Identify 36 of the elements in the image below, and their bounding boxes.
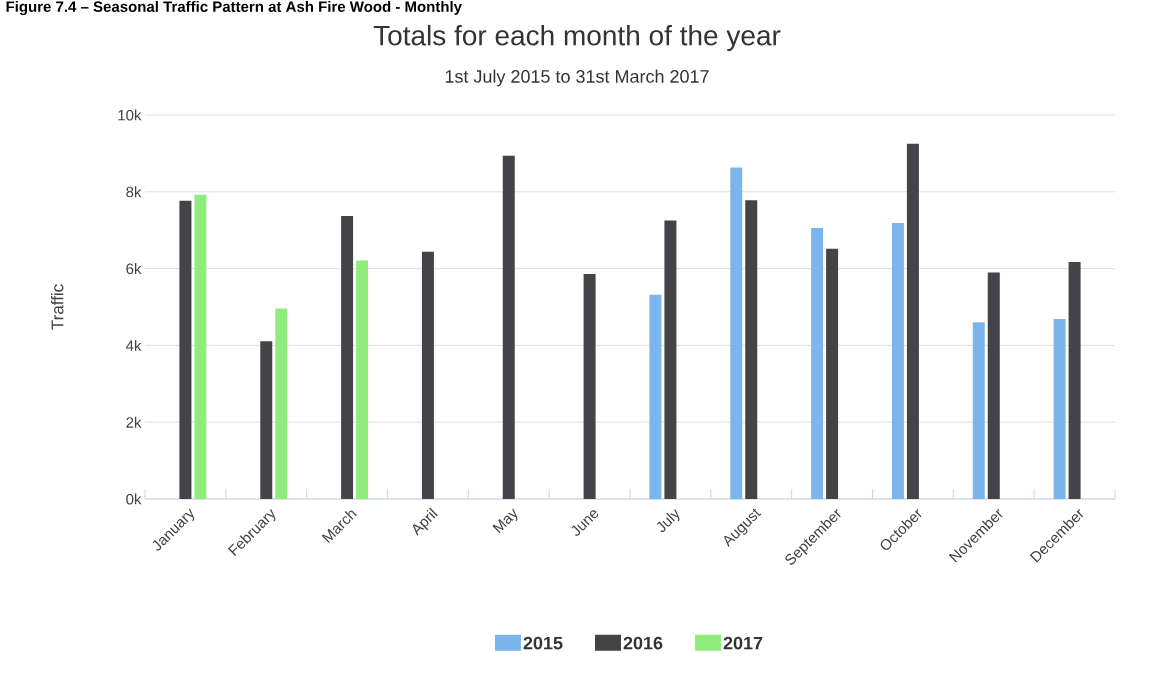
chart-subtitle: 1st July 2015 to 31st March 2017: [445, 69, 709, 87]
bar: [1068, 262, 1081, 499]
bar: [421, 251, 434, 499]
legend-label: 2015: [523, 636, 563, 650]
y-axis-title: Traffic: [51, 284, 64, 330]
bar: [987, 272, 1000, 499]
bar: [826, 248, 839, 499]
y-tick-label: 10k: [118, 109, 142, 121]
bar: [811, 227, 824, 499]
bar: [583, 273, 596, 499]
y-tick-label: 2k: [126, 416, 142, 428]
caption: Figure 7.4 – Seasonal Traffic Pattern at Ash Fire Wood - Monthly: [6, 0, 462, 16]
bar: [179, 200, 192, 499]
x-tick-label: July: [656, 508, 680, 533]
bar: [194, 194, 207, 499]
y-tick-label: 8k: [126, 186, 142, 198]
bar: [260, 341, 273, 499]
bar: [664, 220, 677, 499]
bar: [275, 308, 288, 499]
x-tick-label: May: [492, 508, 518, 534]
legend-label: 2016: [623, 636, 663, 650]
bar: [341, 215, 354, 499]
chart-title: Totals for each month of the year: [373, 24, 781, 52]
bar: [745, 200, 758, 499]
y-tick-label: 4k: [125, 339, 142, 351]
bar: [649, 294, 662, 499]
bar: [972, 322, 985, 499]
bar: [356, 260, 369, 499]
bar: [1053, 318, 1066, 499]
bar: [502, 155, 515, 499]
y-tick-label: 0k: [126, 493, 142, 505]
bar: [730, 167, 743, 499]
bar: [906, 143, 919, 499]
y-tick-label: 6k: [126, 263, 142, 275]
bar: [891, 222, 904, 499]
legend-label: 2017: [723, 636, 763, 650]
